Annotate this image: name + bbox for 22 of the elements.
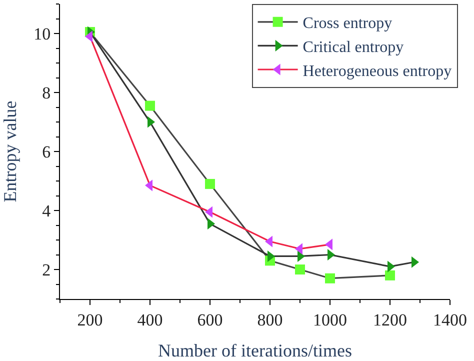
legend-label: Cross entropy (302, 15, 392, 32)
point (295, 264, 305, 274)
point (385, 270, 395, 280)
x-tick-label: 600 (197, 310, 223, 330)
x-tick-label: 1000 (313, 310, 347, 330)
y-axis-title: Entropy value (0, 100, 20, 202)
y-tick-label: 6 (42, 142, 51, 162)
x-axis-title: Number of iterations/times (158, 340, 352, 360)
point (145, 100, 155, 111)
x-tick-label: 200 (77, 310, 103, 330)
x-tick-label: 400 (137, 310, 163, 330)
y-tick-label: 4 (42, 201, 52, 220)
legend-label: Critical entropy (302, 38, 404, 56)
point (325, 273, 335, 284)
y-tick-label: 8 (42, 83, 51, 102)
point (205, 178, 215, 189)
x-tick-label: 800 (257, 310, 283, 330)
y-tick-label: 10 (34, 24, 51, 44)
legend-label: Heterogeneous entropy (302, 62, 452, 80)
x-tick-label: 1400 (433, 310, 467, 330)
y-tick-label: 2 (42, 260, 51, 280)
x-tick-label: 1200 (373, 310, 407, 330)
